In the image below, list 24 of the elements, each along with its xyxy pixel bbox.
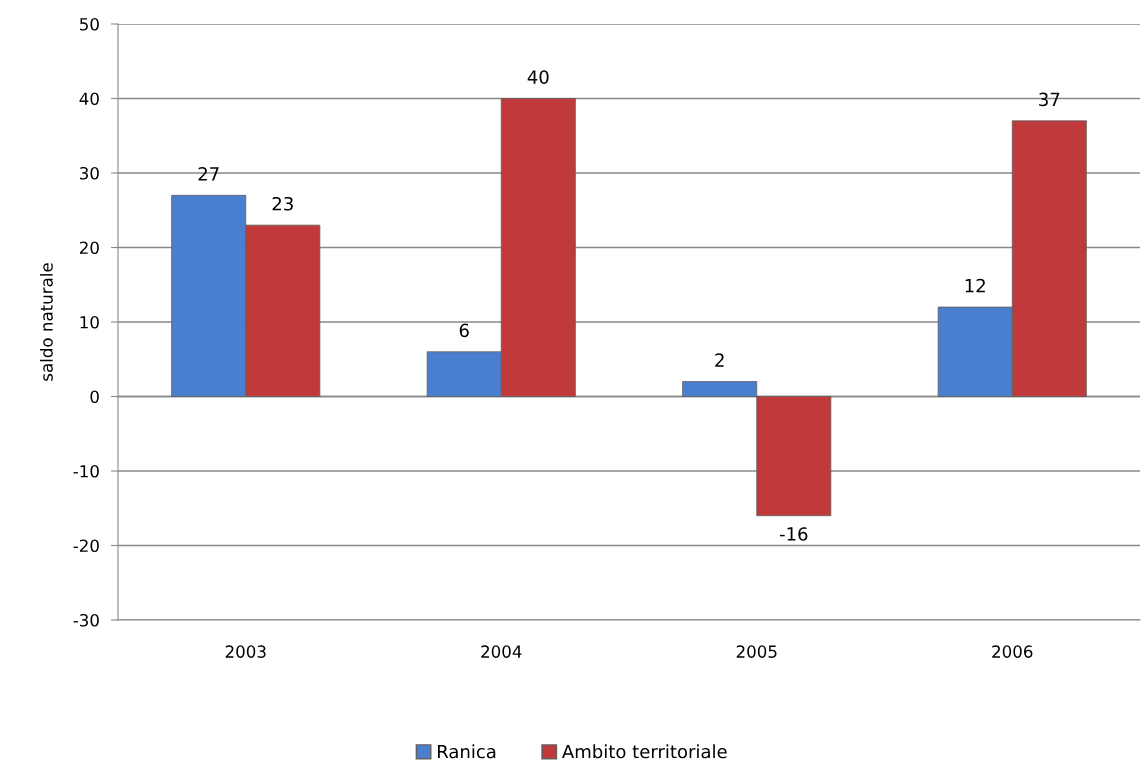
legend-label: Ambito territoriale <box>562 744 727 759</box>
y-tick-label: 0 <box>90 390 99 404</box>
y-tick-label: -20 <box>73 539 99 553</box>
y-tick-label: 10 <box>80 315 99 329</box>
x-tick-label: 2004 <box>481 645 522 658</box>
y-axis-title: saldo naturale <box>39 263 53 381</box>
data-label: 37 <box>1039 92 1060 107</box>
x-tick-label: 2003 <box>225 645 266 658</box>
legend-label: Ranica <box>437 744 496 759</box>
data-label: 12 <box>965 278 985 293</box>
y-tick-label: -30 <box>73 613 99 627</box>
y-tick-label: -10 <box>73 464 99 478</box>
data-label: 2 <box>715 353 724 367</box>
y-tick-label: 40 <box>79 92 99 106</box>
data-label: -16 <box>779 527 808 541</box>
y-tick-label: 30 <box>80 166 99 180</box>
data-label: 40 <box>527 70 549 84</box>
data-label: 23 <box>272 196 293 211</box>
data-label: 27 <box>198 167 219 181</box>
data-label: 6 <box>459 323 469 338</box>
y-tick-label: 50 <box>80 17 99 31</box>
y-tick-label: 20 <box>79 241 99 255</box>
x-tick-label: 2006 <box>992 645 1033 658</box>
x-tick-label: 2005 <box>736 645 777 658</box>
